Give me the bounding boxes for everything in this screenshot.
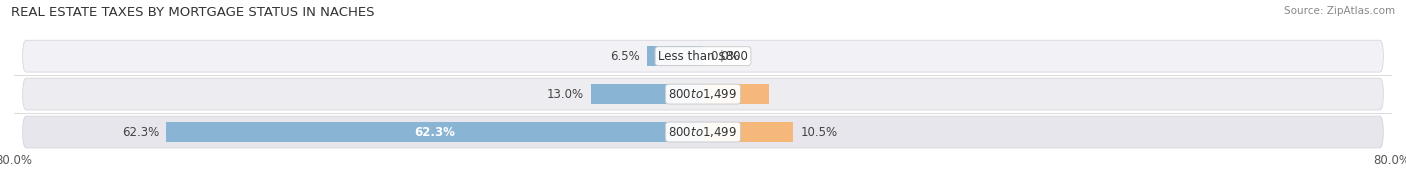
Text: 62.3%: 62.3% [122,125,160,139]
Bar [166,122,703,142]
Text: 62.3%: 62.3% [415,125,456,139]
Text: 0.0%: 0.0% [710,50,740,63]
Bar [647,46,703,66]
Text: $800 to $1,499: $800 to $1,499 [668,125,738,139]
Text: 13.0%: 13.0% [547,88,583,101]
Text: 10.5%: 10.5% [800,125,838,139]
Bar [591,84,703,104]
Bar [703,122,793,142]
Text: Source: ZipAtlas.com: Source: ZipAtlas.com [1284,6,1395,16]
FancyBboxPatch shape [22,78,1384,110]
FancyBboxPatch shape [22,116,1384,148]
Text: REAL ESTATE TAXES BY MORTGAGE STATUS IN NACHES: REAL ESTATE TAXES BY MORTGAGE STATUS IN … [11,6,375,19]
Text: $800 to $1,499: $800 to $1,499 [668,87,738,101]
Bar [703,84,769,104]
Text: 6.5%: 6.5% [610,50,640,63]
Text: Less than $800: Less than $800 [658,50,748,63]
FancyBboxPatch shape [22,40,1384,72]
